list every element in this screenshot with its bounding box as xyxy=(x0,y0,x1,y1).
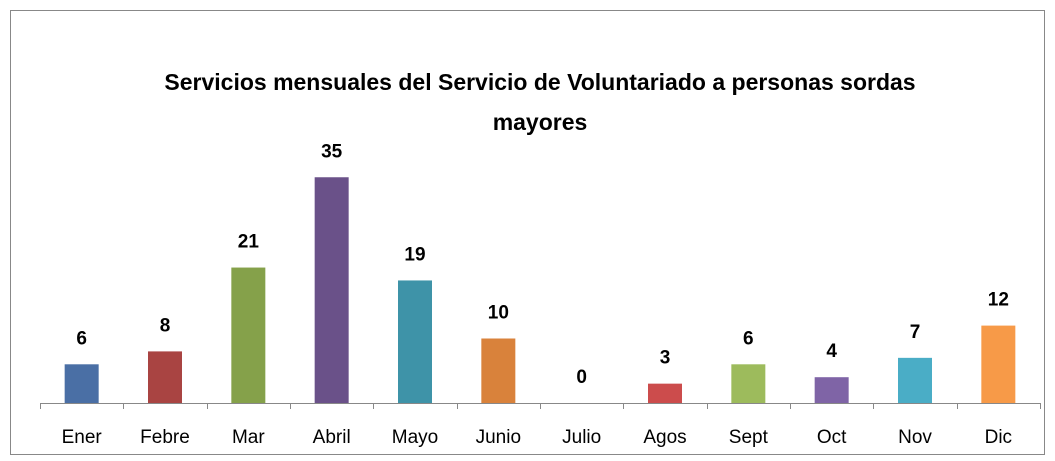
x-tick-label: Julio xyxy=(562,427,601,448)
data-label: 35 xyxy=(321,141,343,162)
x-tick-label: Oct xyxy=(817,427,847,448)
data-label: 12 xyxy=(988,290,1009,311)
chart-border xyxy=(10,10,1045,455)
x-tick-label: Agos xyxy=(643,427,686,448)
bar xyxy=(481,338,516,403)
bar xyxy=(814,377,849,403)
data-label: 7 xyxy=(910,322,921,343)
data-label: 4 xyxy=(826,341,837,362)
data-label: 3 xyxy=(660,348,671,369)
bar xyxy=(64,364,99,403)
x-tick-label: Nov xyxy=(898,427,932,448)
x-tick-label: Abril xyxy=(313,427,351,448)
bar xyxy=(981,325,1016,403)
data-label: 0 xyxy=(576,367,587,388)
data-label: 6 xyxy=(743,328,754,349)
bar xyxy=(231,267,266,403)
bar xyxy=(898,357,932,403)
chart-title: Servicios mensuales del Servicio de Volu… xyxy=(164,69,916,135)
data-label: 19 xyxy=(404,244,425,265)
data-label: 10 xyxy=(488,303,509,324)
x-tick-label: Dic xyxy=(985,427,1012,448)
bar xyxy=(314,177,349,403)
data-label: 21 xyxy=(238,232,260,253)
bar xyxy=(731,364,766,403)
x-tick-label: Febre xyxy=(140,427,190,448)
data-label: 8 xyxy=(160,315,171,336)
x-tick-label: Sept xyxy=(729,427,769,448)
x-tick-label: Ener xyxy=(62,427,103,448)
bar xyxy=(648,383,682,403)
bar xyxy=(148,351,182,403)
x-tick-label: Mayo xyxy=(392,427,438,448)
x-tick-label: Mar xyxy=(232,427,265,448)
bar xyxy=(398,280,432,403)
x-tick-label: Junio xyxy=(476,427,521,448)
data-label: 6 xyxy=(76,328,87,349)
